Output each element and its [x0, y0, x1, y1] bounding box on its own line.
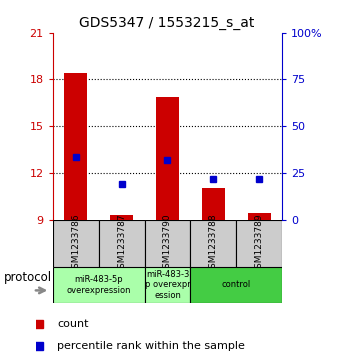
- Text: miR-483-5p
overexpression: miR-483-5p overexpression: [66, 275, 131, 295]
- Bar: [190, 267, 282, 303]
- Text: GSM1233787: GSM1233787: [117, 213, 126, 274]
- Text: control: control: [222, 281, 251, 289]
- Text: GSM1233789: GSM1233789: [255, 213, 264, 274]
- Text: percentile rank within the sample: percentile rank within the sample: [57, 341, 245, 351]
- Bar: [236, 220, 282, 267]
- Bar: [144, 267, 190, 303]
- Bar: [144, 220, 190, 267]
- Text: miR-483-3
p overexpr
ession: miR-483-3 p overexpr ession: [144, 270, 190, 300]
- Bar: [156, 97, 179, 220]
- Bar: [64, 73, 87, 220]
- Bar: [99, 220, 144, 267]
- Bar: [190, 220, 236, 267]
- Text: GSM1233790: GSM1233790: [163, 213, 172, 274]
- Text: GSM1233788: GSM1233788: [209, 213, 218, 274]
- Bar: [53, 267, 144, 303]
- Bar: [248, 213, 271, 220]
- Text: protocol: protocol: [3, 271, 52, 284]
- Bar: [110, 215, 133, 220]
- Text: GSM1233786: GSM1233786: [71, 213, 80, 274]
- Text: count: count: [57, 319, 89, 329]
- Text: GDS5347 / 1553215_s_at: GDS5347 / 1553215_s_at: [79, 16, 254, 30]
- Bar: [202, 188, 225, 220]
- Bar: [53, 220, 99, 267]
